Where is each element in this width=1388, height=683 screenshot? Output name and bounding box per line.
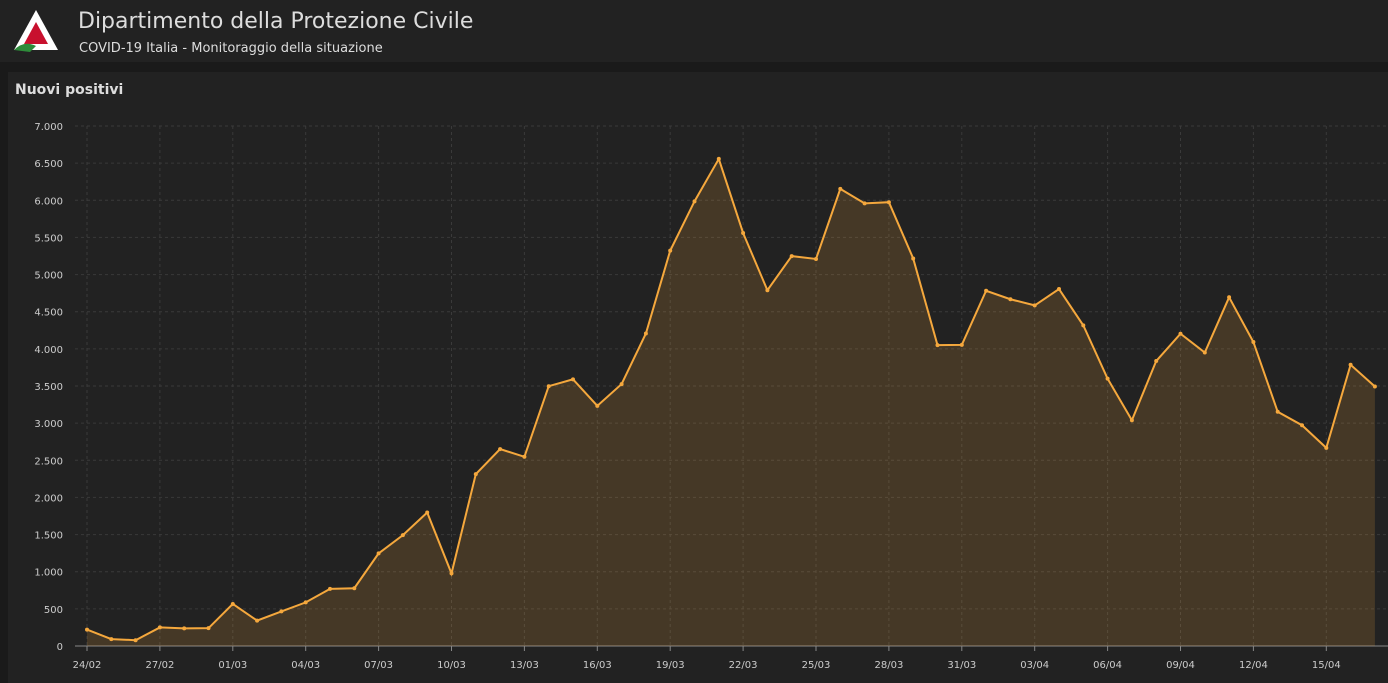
x-tick-label: 10/03 (437, 660, 466, 671)
point (1105, 376, 1110, 381)
x-tick-label: 04/03 (291, 660, 320, 671)
point (1275, 409, 1280, 414)
point (400, 533, 405, 538)
point (352, 586, 357, 591)
point (571, 377, 575, 382)
x-tick-label: 13/03 (510, 660, 539, 671)
x-tick-label: 16/03 (583, 660, 612, 671)
y-tick-label: 3.000 (34, 419, 63, 430)
point (303, 600, 308, 605)
x-tick-label: 27/02 (145, 660, 174, 671)
point (85, 627, 89, 632)
point (1081, 323, 1086, 328)
point (546, 384, 551, 389)
point (862, 201, 867, 206)
point (1251, 340, 1256, 345)
point (1129, 418, 1134, 423)
logo (14, 10, 58, 52)
point (1057, 287, 1061, 292)
point (789, 254, 794, 259)
header-subtitle: COVID-19 Italia - Monitoraggio della sit… (79, 41, 383, 56)
point (886, 200, 891, 205)
point (984, 288, 989, 293)
point (838, 186, 843, 191)
x-tick-label: 24/02 (73, 660, 102, 671)
point (643, 331, 648, 336)
point (376, 551, 381, 556)
point (1348, 362, 1353, 367)
point (765, 288, 770, 293)
y-tick-label: 7.000 (34, 122, 63, 133)
point (595, 403, 600, 408)
x-tick-label: 15/04 (1312, 660, 1341, 671)
x-tick-label: 03/04 (1020, 660, 1049, 671)
y-tick-label: 6.500 (34, 159, 63, 170)
y-tick-label: 4.500 (34, 308, 63, 319)
chart-title: Nuovi positivi (15, 82, 123, 98)
point (959, 342, 964, 347)
point (328, 586, 332, 591)
point (473, 472, 478, 477)
point (814, 256, 818, 261)
area (87, 158, 1375, 646)
y-tick-label: 3.500 (34, 382, 63, 393)
chart-panel (8, 72, 1388, 683)
header-bar (0, 0, 1388, 62)
point (206, 626, 211, 631)
x-tick-label: 19/03 (656, 660, 685, 671)
point (230, 601, 235, 606)
point (1032, 303, 1037, 308)
point (716, 156, 721, 161)
y-tick-label: 1.000 (34, 568, 63, 579)
y-tick-label: 500 (44, 605, 63, 616)
point (425, 510, 430, 515)
y-tick-label: 0 (57, 642, 63, 653)
x-tick-label: 28/03 (874, 660, 903, 671)
point (1227, 295, 1232, 300)
point (279, 609, 284, 614)
x-tick-label: 12/04 (1239, 660, 1268, 671)
point (1324, 445, 1329, 450)
line (86, 156, 1376, 642)
x-tick-label: 09/04 (1166, 660, 1195, 671)
header-title: Dipartimento della Protezione Civile (78, 9, 473, 34)
point (619, 382, 624, 387)
point (911, 256, 916, 261)
point (668, 248, 673, 253)
point (498, 447, 503, 452)
point (522, 454, 527, 459)
x-tick-label: 07/03 (364, 660, 393, 671)
y-tick-label: 4.000 (34, 345, 63, 356)
point (1372, 384, 1377, 389)
point (109, 637, 114, 642)
x-tick-label: 06/04 (1093, 660, 1122, 671)
y-tick-label: 6.000 (34, 196, 63, 207)
x-tick-label: 01/03 (218, 660, 247, 671)
point (1178, 331, 1183, 336)
x-tick-label: 25/03 (802, 660, 831, 671)
point (935, 343, 940, 348)
point (741, 230, 746, 235)
point (157, 625, 162, 630)
point (255, 618, 260, 623)
y-tick-label: 1.500 (34, 531, 63, 542)
point (1300, 423, 1304, 428)
point (692, 199, 697, 204)
plot: 0 500 1.000 1.500 2.000 2.500 3.000 3.500 4.000 4… (34, 122, 1388, 671)
point (1202, 350, 1207, 355)
y-tick-label: 2.500 (34, 456, 63, 467)
y-tick-label: 2.000 (34, 493, 63, 504)
point (133, 638, 138, 643)
x-tick-label: 31/03 (947, 660, 976, 671)
point (1008, 297, 1013, 302)
point (182, 626, 187, 631)
point (449, 571, 454, 576)
y-tick-label: 5.000 (34, 271, 63, 282)
point (1154, 359, 1159, 364)
y-tick-label: 5.500 (34, 233, 63, 244)
x-tick-label: 22/03 (729, 660, 758, 671)
